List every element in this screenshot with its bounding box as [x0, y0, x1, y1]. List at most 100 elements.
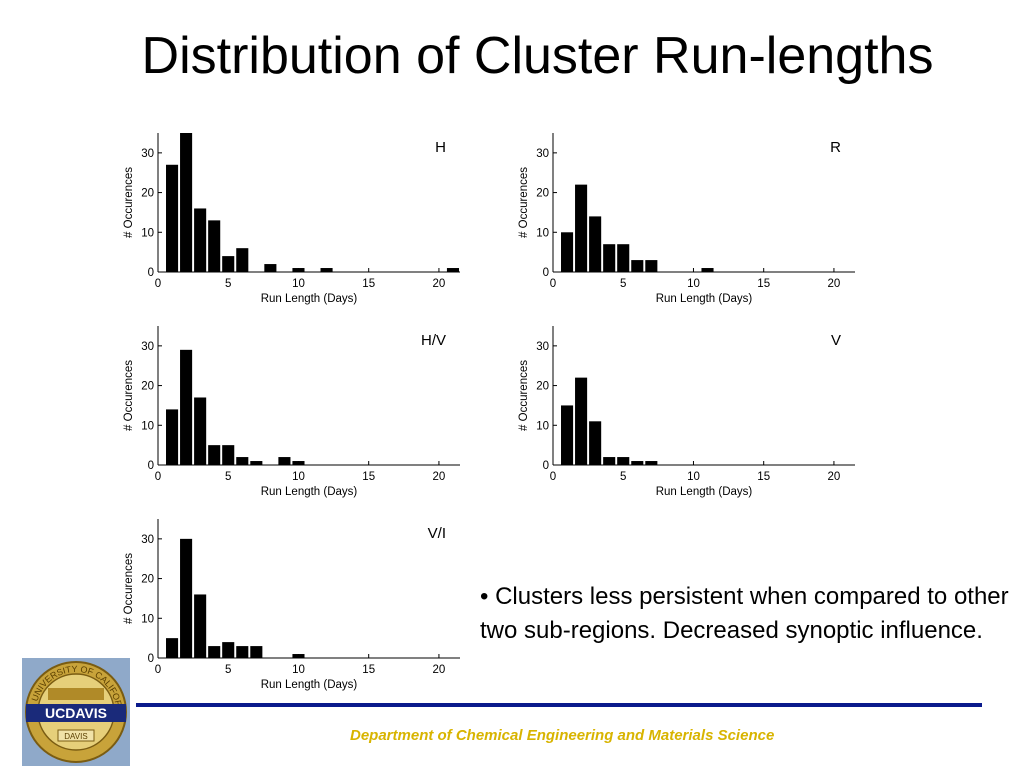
- x-tick-label: 10: [292, 471, 305, 483]
- bar: [180, 538, 193, 658]
- panel-label: H/V: [421, 332, 446, 349]
- y-tick-label: 10: [536, 420, 549, 432]
- bar: [701, 268, 714, 272]
- x-tick-label: 15: [362, 664, 375, 676]
- bullet-text: • Clusters less persistent when compared…: [480, 583, 1009, 644]
- bar: [631, 461, 644, 465]
- bar: [180, 349, 193, 465]
- bar: [222, 256, 235, 272]
- bar: [320, 268, 333, 272]
- bar: [194, 594, 207, 658]
- x-tick-label: 10: [687, 278, 700, 290]
- panel-label: R: [830, 139, 841, 156]
- y-tick-label: 20: [141, 381, 154, 393]
- bar: [208, 646, 221, 658]
- panel-label: H: [435, 139, 446, 156]
- x-tick-label: 15: [362, 471, 375, 483]
- bar: [446, 268, 460, 272]
- bar: [603, 244, 616, 272]
- x-tick-label: 15: [757, 471, 770, 483]
- chart-r: 0 5 10 15 20 0 10 20 30 Run Length (Days) # Occure…: [513, 122, 863, 312]
- bar: [208, 220, 221, 272]
- bar: [166, 164, 179, 272]
- y-tick-label: 30: [536, 148, 549, 160]
- x-tick-label: 0: [155, 664, 161, 676]
- x-tick-label: 20: [433, 664, 446, 676]
- bar: [589, 421, 602, 465]
- y-tick-label: 0: [148, 653, 154, 665]
- x-tick-label: 15: [362, 278, 375, 290]
- y-tick-label: 10: [141, 420, 154, 432]
- bar: [575, 184, 588, 272]
- chart-h-v: 0 5 10 15 20 0 10 20 30 Run Length (Days) # Occure…: [118, 315, 468, 505]
- slide-title: Distribution of Cluster Run-lengths: [141, 27, 934, 85]
- x-tick-label: 5: [620, 278, 626, 290]
- x-tick-label: 0: [155, 471, 161, 483]
- bar: [561, 232, 574, 272]
- chart-svg: 0 5 10 15 20 0 10 20 30 Run Length (Days) # Occure…: [123, 133, 460, 305]
- chart-v: 0 5 10 15 20 0 10 20 30 Run Length (Days) # Occure…: [513, 315, 863, 505]
- chart-svg: 0 5 10 15 20 0 10 20 30 Run Length (Days) # Occure…: [123, 326, 460, 498]
- x-tick-label: 20: [828, 278, 841, 290]
- footer-department: Department of Chemical Engineering and M…: [350, 727, 775, 744]
- bar: [166, 638, 179, 658]
- x-tick-label: 5: [225, 471, 231, 483]
- x-tick-label: 5: [620, 471, 626, 483]
- x-tick-label: 20: [433, 471, 446, 483]
- y-axis-label: # Occurences: [518, 167, 530, 238]
- x-tick-label: 5: [225, 664, 231, 676]
- bar: [222, 445, 235, 465]
- x-axis-label: Run Length (Days): [656, 293, 753, 305]
- x-tick-label: 0: [550, 471, 556, 483]
- x-tick-label: 5: [225, 278, 231, 290]
- bar: [166, 409, 179, 465]
- bar: [250, 646, 263, 658]
- x-axis-label: Run Length (Days): [261, 293, 358, 305]
- chart-svg: 0 5 10 15 20 0 10 20 30 Run Length (Days) # Occure…: [518, 326, 855, 498]
- y-tick-label: 30: [536, 341, 549, 353]
- footer-divider: [136, 703, 982, 707]
- x-tick-label: 0: [155, 278, 161, 290]
- y-tick-label: 0: [148, 460, 154, 472]
- bar: [222, 642, 235, 658]
- x-tick-label: 10: [292, 278, 305, 290]
- bar: [631, 260, 644, 272]
- y-tick-label: 20: [536, 381, 549, 393]
- logo-ribbon-text: DAVIS: [64, 732, 87, 741]
- x-axis-label: Run Length (Days): [261, 679, 358, 691]
- uc-davis-seal-logo: THE UNIVERSITY OF CALIFORNIA UCDAVIS DAV…: [22, 658, 130, 766]
- bar: [603, 457, 616, 465]
- x-tick-label: 15: [757, 278, 770, 290]
- x-tick-label: 10: [687, 471, 700, 483]
- chart-h: 0 5 10 15 20 0 10 20 30 Run Length (Days) # Occure…: [118, 122, 468, 312]
- x-axis-label: Run Length (Days): [656, 486, 753, 498]
- panel-label: V/I: [428, 525, 446, 542]
- bar: [617, 244, 630, 272]
- x-tick-label: 0: [550, 278, 556, 290]
- y-tick-label: 20: [141, 188, 154, 200]
- bar: [561, 405, 574, 465]
- bar: [180, 133, 193, 272]
- bar: [264, 264, 277, 272]
- y-tick-label: 0: [543, 460, 549, 472]
- y-axis-label: # Occurences: [123, 360, 135, 431]
- y-axis-label: # Occurences: [123, 553, 135, 624]
- chart-svg: 0 5 10 15 20 0 10 20 30 Run Length (Days) # Occure…: [518, 133, 855, 305]
- y-tick-label: 0: [148, 267, 154, 279]
- bar: [236, 248, 249, 272]
- y-tick-label: 0: [543, 267, 549, 279]
- bar: [645, 260, 658, 272]
- y-tick-label: 10: [536, 227, 549, 239]
- y-tick-label: 30: [141, 534, 154, 546]
- bar: [236, 646, 249, 658]
- y-tick-label: 10: [141, 227, 154, 239]
- y-tick-label: 20: [536, 188, 549, 200]
- bar: [575, 377, 588, 465]
- bar: [250, 461, 263, 465]
- y-tick-label: 10: [141, 613, 154, 625]
- y-axis-label: # Occurences: [518, 360, 530, 431]
- y-axis-label: # Occurences: [123, 167, 135, 238]
- bar: [194, 208, 207, 272]
- bar: [194, 397, 207, 465]
- y-tick-label: 30: [141, 341, 154, 353]
